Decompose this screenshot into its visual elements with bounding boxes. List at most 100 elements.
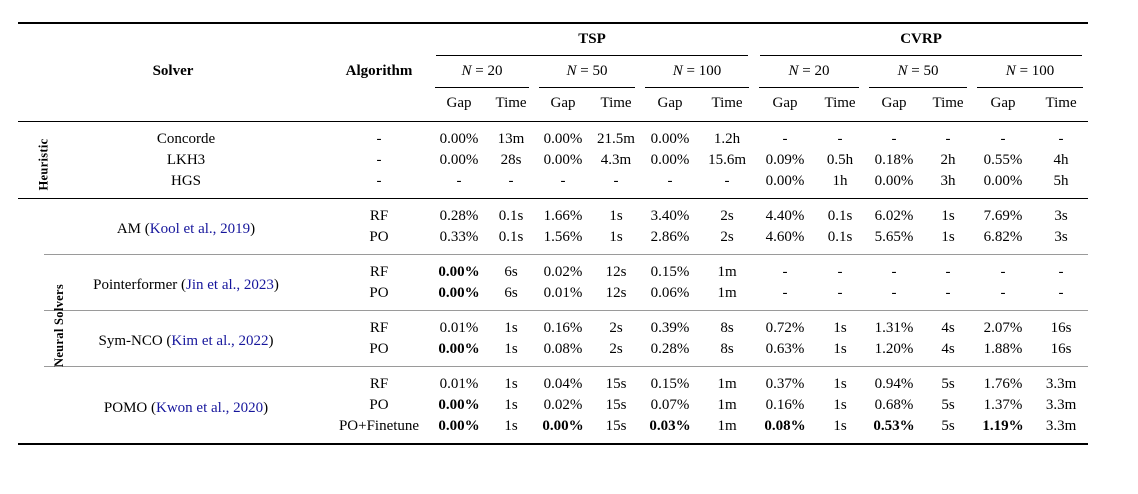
gap-cell: 0.00% bbox=[439, 151, 479, 168]
time-cell: - bbox=[924, 254, 973, 283]
gap-cell: 5.65% bbox=[874, 228, 914, 245]
col-header-algorithm: Algorithm bbox=[328, 23, 431, 122]
time-cell: - bbox=[1058, 284, 1064, 301]
gap-cell: 0.08% bbox=[543, 340, 583, 357]
table-row-pointerformer-po: PO 0.00% 6s 0.01% 12s 0.06% 1m - - - - -… bbox=[18, 283, 1088, 311]
time-cell: 0.1s bbox=[488, 198, 535, 227]
gap-cell: 0.00% bbox=[438, 284, 480, 301]
time-cell: 1m bbox=[717, 396, 737, 413]
time-cell: 0.1s bbox=[498, 228, 524, 245]
time-cell: - bbox=[945, 130, 951, 147]
n-var: N bbox=[788, 62, 799, 79]
time-cell: 0.1s bbox=[827, 228, 853, 245]
section-label-text: Heuristic bbox=[36, 138, 51, 190]
gap-cell: 0.18% bbox=[874, 151, 914, 168]
gap-cell: 0.07% bbox=[650, 396, 690, 413]
algorithm-cell: - bbox=[376, 172, 382, 189]
table-row-symnco-po: PO 0.00% 1s 0.08% 2s 0.28% 8s 0.63% 1s 1… bbox=[18, 339, 1088, 367]
solver-prefix: AM ( bbox=[116, 221, 150, 238]
gap-cell: 1.56% bbox=[543, 228, 583, 245]
gap-cell: 0.01% bbox=[430, 310, 489, 339]
n-var: N bbox=[461, 62, 472, 79]
solver-name: AM (Kool et al., 2019) bbox=[44, 198, 329, 255]
sub-header-gap: Gap bbox=[864, 88, 925, 122]
gap-cell: 0.28% bbox=[430, 198, 489, 227]
time-cell: 1m bbox=[717, 417, 737, 434]
table-row-symnco-rf: Sym-NCO (Kim et al., 2022) RF 0.01% 1s 0… bbox=[18, 310, 1089, 367]
algorithm-cell: - bbox=[376, 151, 382, 168]
n-value: = 50 bbox=[907, 62, 939, 79]
time-cell: 15.6m bbox=[708, 151, 746, 168]
size-header-tsp-n20: N = 20 bbox=[430, 56, 534, 88]
citation-link[interactable]: Jin et al., 2023 bbox=[186, 277, 274, 294]
gap-cell: - bbox=[667, 172, 673, 189]
table-row-pointerformer-rf: Pointerformer (Jin et al., 2023) RF 0.00… bbox=[18, 254, 1089, 311]
algorithm-cell: PO bbox=[369, 340, 389, 357]
time-cell: 1s bbox=[504, 396, 518, 413]
time-cell: 15s bbox=[605, 417, 627, 434]
section-label-text: Neural Solvers bbox=[52, 283, 67, 367]
gap-cell: - bbox=[782, 284, 788, 301]
sub-header-time: Time bbox=[816, 88, 865, 122]
gap-cell: 0.03% bbox=[649, 417, 691, 434]
time-cell: - bbox=[945, 284, 951, 301]
gap-cell: - bbox=[891, 284, 897, 301]
gap-cell: 0.28% bbox=[650, 340, 690, 357]
citation-link[interactable]: Kim et al., 2022 bbox=[171, 333, 269, 350]
citation-link[interactable]: Kool et al., 2019 bbox=[149, 221, 251, 238]
citation-link[interactable]: Kwon et al., 2020 bbox=[156, 399, 264, 416]
solver-suffix: ) bbox=[250, 221, 256, 238]
col-header-solver: Solver bbox=[18, 23, 329, 122]
time-cell: 28s bbox=[500, 151, 522, 168]
time-cell: 8s bbox=[720, 340, 734, 357]
gap-cell: 0.33% bbox=[439, 228, 479, 245]
size-header-tsp-n100: N = 100 bbox=[640, 56, 754, 88]
gap-cell: 0.94% bbox=[864, 366, 925, 395]
gap-cell: 0.00% bbox=[765, 172, 805, 189]
time-cell: 6s bbox=[504, 284, 518, 301]
gap-cell: 6.02% bbox=[864, 198, 925, 227]
time-cell: 1s bbox=[609, 228, 623, 245]
gap-cell: 1.37% bbox=[983, 396, 1023, 413]
gap-cell: 7.69% bbox=[972, 198, 1035, 227]
time-cell: 3s bbox=[1054, 228, 1068, 245]
time-cell: - bbox=[837, 130, 843, 147]
time-cell: 5s bbox=[941, 396, 955, 413]
time-cell: 1s bbox=[504, 417, 518, 434]
time-cell: - bbox=[816, 254, 865, 283]
gap-cell: 0.00% bbox=[542, 417, 584, 434]
size-header-cvrp-n20: N = 20 bbox=[754, 56, 864, 88]
time-cell: 4.3m bbox=[600, 151, 632, 168]
sub-header-time: Time bbox=[592, 88, 641, 122]
solver-name: Concorde bbox=[156, 130, 216, 147]
gap-cell: 0.16% bbox=[534, 310, 593, 339]
table-row-pomo-rf: POMO (Kwon et al., 2020) RF 0.01% 1s 0.0… bbox=[18, 366, 1089, 444]
gap-cell: - bbox=[864, 254, 925, 283]
time-cell: - bbox=[613, 172, 619, 189]
time-cell: 1s bbox=[488, 366, 535, 395]
gap-cell: 0.00% bbox=[438, 417, 480, 434]
sub-header-gap: Gap bbox=[754, 88, 817, 122]
time-cell: - bbox=[724, 172, 730, 189]
n-value: = 20 bbox=[798, 62, 830, 79]
n-value: = 100 bbox=[1015, 62, 1055, 79]
gap-cell: 0.02% bbox=[534, 254, 593, 283]
gap-cell: 0.16% bbox=[765, 396, 805, 413]
algorithm-cell: PO bbox=[369, 284, 389, 301]
time-cell: 1s bbox=[816, 366, 865, 395]
solver-suffix: ) bbox=[273, 277, 279, 294]
gap-cell: 1.66% bbox=[534, 198, 593, 227]
gap-cell: - bbox=[456, 172, 462, 189]
table-row-pomo-finetune: PO+Finetune 0.00% 1s 0.00% 15s 0.03% 1m … bbox=[18, 416, 1088, 445]
algorithm-cell: RF bbox=[328, 254, 431, 283]
time-cell: 21.5m bbox=[597, 130, 635, 147]
gap-cell: - bbox=[1000, 130, 1006, 147]
time-cell: 1m bbox=[717, 284, 737, 301]
gap-cell: 4.60% bbox=[765, 228, 805, 245]
gap-cell: - bbox=[972, 254, 1035, 283]
time-cell: 1s bbox=[924, 198, 973, 227]
group-header-cvrp: CVRP bbox=[754, 23, 1088, 56]
algorithm-cell: RF bbox=[328, 198, 431, 227]
time-cell: 16s bbox=[1050, 340, 1072, 357]
sub-header-time: Time bbox=[924, 88, 973, 122]
